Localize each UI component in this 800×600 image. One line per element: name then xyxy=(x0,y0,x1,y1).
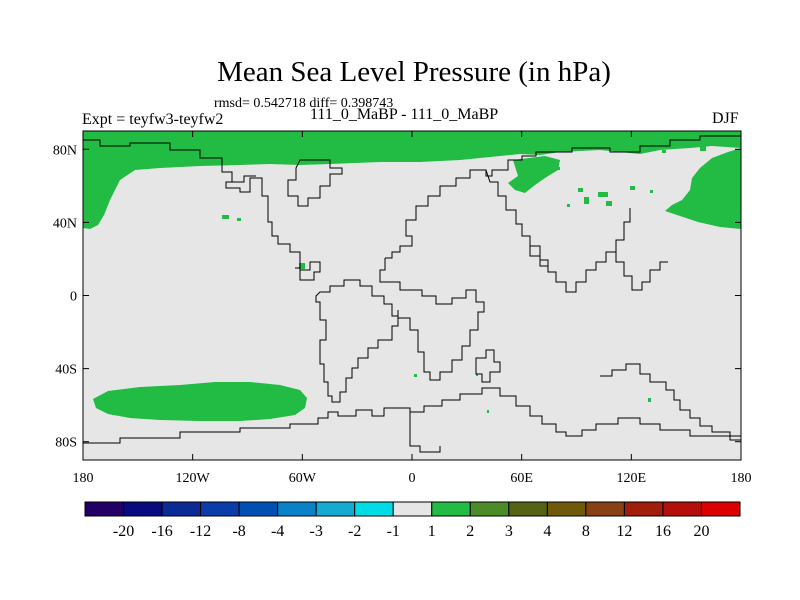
colorbar-swatch xyxy=(469,501,510,517)
speck-3 xyxy=(299,263,305,269)
colorbar-label: 12 xyxy=(616,523,632,540)
madagascar-coast xyxy=(475,349,501,383)
speck-6 xyxy=(584,197,589,204)
greenland-coast xyxy=(287,159,343,207)
colorbar-swatch xyxy=(392,501,433,517)
asia-interior-coast xyxy=(485,169,631,293)
map-ticks: 180 120W 60W 0 60E 120E 180 80N 40N 0 40S 80S xyxy=(53,131,752,486)
colorbar-swatch xyxy=(700,501,741,517)
india-coast xyxy=(529,246,548,267)
speck-15 xyxy=(414,374,417,377)
colorbar-swatch xyxy=(431,501,471,517)
australia-coast xyxy=(600,363,741,441)
colorbar-label: -8 xyxy=(232,523,245,540)
colorbar-swatch xyxy=(623,501,664,517)
colorbar-swatch xyxy=(662,501,702,517)
speck-11 xyxy=(700,146,706,151)
positive-anomaly-areas xyxy=(83,131,741,421)
colorbar-label: 20 xyxy=(693,523,709,540)
colorbar-label: 3 xyxy=(505,523,513,540)
x-tick-label: 120E xyxy=(617,471,647,486)
colorbar-label: -4 xyxy=(271,523,284,540)
colorbar-label: -2 xyxy=(348,523,361,540)
africa-coast xyxy=(379,258,485,381)
speck-5 xyxy=(598,192,608,197)
y-tick-label: 0 xyxy=(70,290,77,305)
colorbar-label: -3 xyxy=(310,523,323,540)
y-tick-label: 40N xyxy=(53,216,77,231)
speck-13 xyxy=(648,398,651,402)
colorbar-swatch xyxy=(161,501,202,517)
colorbar-swatch xyxy=(354,501,394,517)
x-tick-label: 180 xyxy=(731,471,752,486)
colorbar-label: -1 xyxy=(387,523,400,540)
colorbar-label: -12 xyxy=(190,523,211,540)
chart-title: Mean Sea Level Pressure (in hPa) xyxy=(217,56,611,88)
colorbar-swatch xyxy=(200,501,240,517)
southern-inner-coast xyxy=(409,412,441,453)
colorbar-label: 16 xyxy=(655,523,671,540)
china-coast xyxy=(615,252,668,291)
colorbar-label: 1 xyxy=(428,523,436,540)
speck-9 xyxy=(630,186,635,190)
map-panel: 180 120W 60W 0 60E 120E 180 80N 40N 0 40S 80S xyxy=(53,130,752,486)
speck-10 xyxy=(650,190,653,193)
speck-1 xyxy=(222,215,229,219)
speck-17 xyxy=(556,167,560,170)
y-tick-label: 40S xyxy=(55,363,77,378)
colorbar-swatch xyxy=(277,501,317,517)
colorbar-swatch xyxy=(315,501,356,517)
south-america-coast xyxy=(315,279,399,403)
x-tick-label: 180 xyxy=(73,471,94,486)
speck-16 xyxy=(476,374,478,376)
runs-label: 111_0_MaBP - 111_0_MaBP xyxy=(310,106,499,123)
siberia-patch xyxy=(508,156,560,193)
x-tick-label: 60E xyxy=(510,471,533,486)
hudson-bay-coast xyxy=(232,175,256,183)
eurasia-africa-coast xyxy=(385,135,741,259)
speck-8 xyxy=(567,204,570,207)
colorbar-swatch xyxy=(546,501,587,517)
coastlines xyxy=(83,135,741,453)
colorbar-label: 4 xyxy=(543,523,551,540)
y-tick-label: 80S xyxy=(55,436,77,451)
colorbar: -20 -16 -12 -8 -4 -3 -2 -1 1 2 3 4 8 12 16 20 xyxy=(84,501,741,540)
x-tick-label: 120W xyxy=(176,471,211,486)
stats-text: rmsd= 0.542718 diff= 0.398743 xyxy=(214,96,394,111)
x-tick-label: 0 xyxy=(409,471,416,486)
colorbar-label: -16 xyxy=(151,523,172,540)
colorbar-swatch xyxy=(508,501,548,517)
colorbar-swatch xyxy=(84,501,125,517)
colorbar-swatch xyxy=(585,501,625,517)
speck-14 xyxy=(487,410,489,413)
y-tick-label: 80N xyxy=(53,143,77,158)
experiment-label: Expt = teyfw3-teyfw2 xyxy=(82,111,224,128)
southern-continent-coast xyxy=(83,387,741,444)
colorbar-swatch xyxy=(123,501,163,517)
x-tick-label: 60W xyxy=(289,471,317,486)
colorbar-swatch xyxy=(238,501,279,517)
colorbar-label: -20 xyxy=(113,523,134,540)
east-siberia-area xyxy=(665,148,741,229)
colorbar-label: 8 xyxy=(582,523,590,540)
southern-ocean-patch xyxy=(93,382,307,421)
speck-4 xyxy=(578,188,583,192)
arctic-band xyxy=(83,131,741,229)
season-label: DJF xyxy=(712,110,739,127)
speck-12 xyxy=(662,150,666,153)
north-america-coast xyxy=(83,139,321,281)
speck-7 xyxy=(606,201,612,206)
colorbar-label: 2 xyxy=(466,523,474,540)
speck-2 xyxy=(237,218,241,221)
